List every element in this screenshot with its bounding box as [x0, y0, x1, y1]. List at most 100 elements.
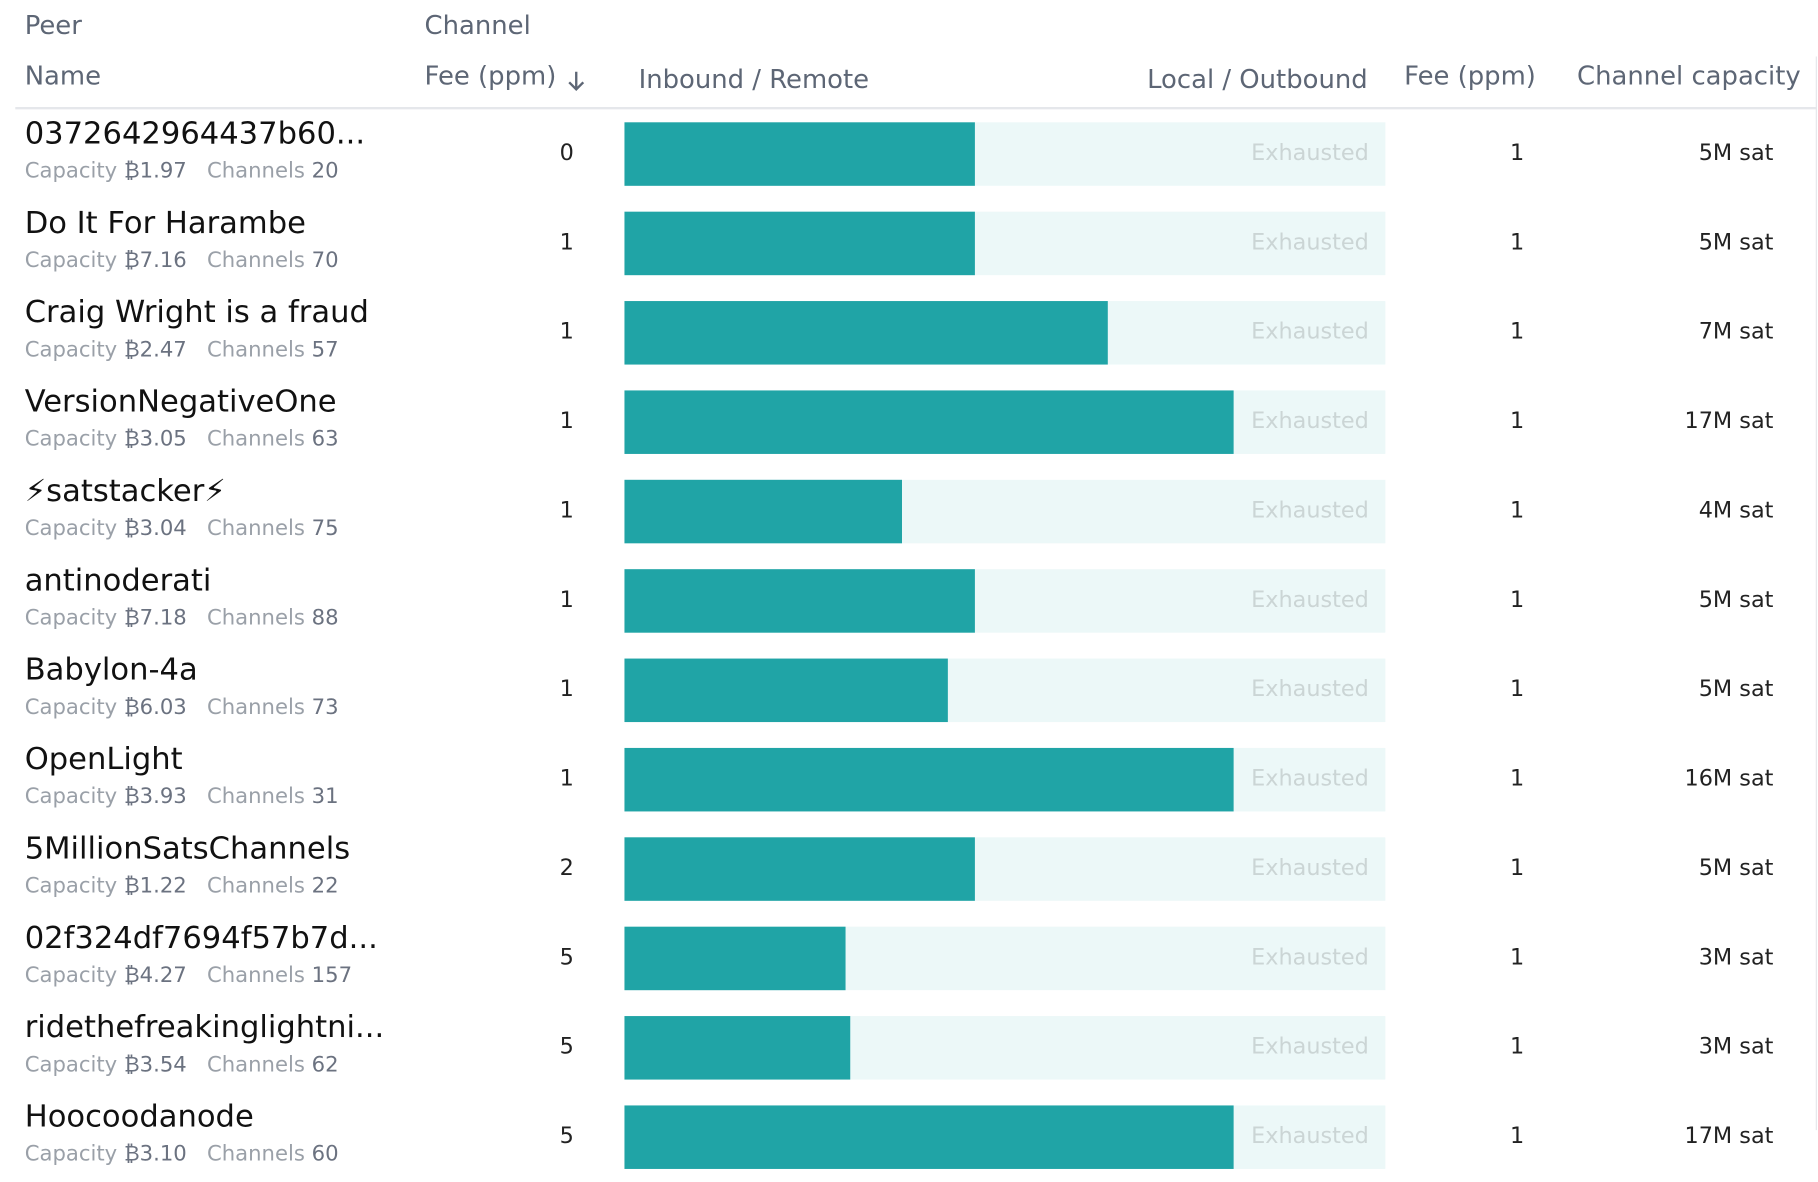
row[interactable]: Hoocoodanode Capacity ₿3.10 Channels 60 5 E… — [0, 1093, 1818, 1182]
inbound-bar — [624, 747, 1234, 812]
peer-name: 02f324df7694f57b7d... — [24, 920, 378, 957]
fee: 1 — [559, 229, 574, 256]
header: Peer — [24, 11, 82, 42]
peer-table: Peer Name Channel Fee (ppm) Inbound / Re… — [0, 11, 1818, 1169]
remote-fee: 1 — [1509, 408, 1525, 434]
row[interactable]: 02f324df7694f57b7d... Capacity ₿4.27 Chan… — [0, 914, 1818, 1003]
peer-name: 5MillionSatsChannels — [24, 831, 351, 867]
inbound-bar — [624, 1105, 1234, 1169]
fee: 0 — [559, 139, 574, 166]
fee: 1 — [559, 318, 574, 345]
header[interactable]: Fee (ppm) — [1404, 62, 1536, 92]
remote-fee: 1 — [1509, 497, 1525, 524]
row[interactable]: Babylon-4a Capacity ₿6.03 Channels 73 1 Exh… — [0, 646, 1818, 735]
stat: 31 — [311, 784, 339, 810]
stat: Capacity — [24, 426, 118, 452]
header[interactable]: Local / Outbound — [1147, 65, 1368, 96]
channel-capacity: 5M sat — [1698, 854, 1774, 881]
row[interactable]: Craig Wright is a fraud Capacity ₿2.47 Ch… — [0, 288, 1818, 377]
peer-stats: Capacity ₿3.93 Channels 31 — [25, 784, 339, 809]
stat: Channels — [206, 1141, 305, 1167]
row[interactable]: Do It For Harambe Capacity ₿7.16 Channels… — [0, 199, 1818, 288]
channel-capacity: 4M sat — [1698, 497, 1774, 524]
remote-fee: 1 — [1509, 854, 1525, 881]
peer-name: Hoocoodanode — [24, 1099, 254, 1135]
stat: ₿3.05 — [123, 426, 187, 452]
inbound-bar — [624, 122, 975, 186]
peer-name: VersionNegativeOne — [24, 384, 337, 420]
row[interactable]: antinoderati Capacity ₿7.18 Channels 88 1 E… — [0, 556, 1818, 645]
peer-name: Craig Wright is a fraud — [24, 295, 369, 331]
stat: Capacity — [24, 695, 118, 720]
peer-stats: Capacity ₿2.47 Channels 57 — [25, 338, 339, 363]
channel-capacity: 5M sat — [1698, 229, 1774, 256]
sort-arrow[interactable] — [566, 69, 587, 93]
peer-stats: Capacity ₿7.18 Channels 88 — [25, 606, 339, 631]
row[interactable]: 0372642964437b60... Capacity ₿1.97 Channe… — [0, 109, 1818, 198]
header[interactable]: Name — [24, 62, 102, 92]
stat: 88 — [311, 605, 339, 631]
stat: Capacity — [24, 1141, 118, 1167]
outbound-status: Exhausted — [1251, 229, 1369, 256]
inbound-bar — [624, 837, 975, 901]
stat: ₿3.93 — [123, 784, 187, 810]
peer-name: ridethefreakinglightni... — [24, 1010, 385, 1046]
remote-fee: 1 — [1509, 318, 1525, 345]
peer-stats: Capacity ₿4.27 Channels 157 — [25, 963, 352, 988]
stat: Capacity — [24, 605, 118, 631]
stat: ₿1.97 — [123, 158, 187, 184]
outbound-status: Exhausted — [1251, 1033, 1369, 1060]
stat: 157 — [311, 963, 353, 988]
stat: ₿7.16 — [123, 248, 187, 273]
stat: Channels — [206, 873, 305, 899]
outbound-status: Exhausted — [1251, 497, 1369, 524]
stat: 22 — [311, 873, 339, 899]
header[interactable]: Fee (ppm) — [424, 62, 557, 92]
row[interactable]: ridethefreakinglightni... Capacity ₿3.54 … — [0, 1003, 1818, 1092]
stat: ₿6.03 — [123, 695, 187, 720]
row[interactable]: 5MillionSatsChannels Capacity ₿1.22 Chann… — [0, 824, 1818, 913]
stat: Capacity — [24, 248, 118, 273]
remote-fee: 1 — [1509, 229, 1525, 256]
remote-fee: 1 — [1509, 676, 1525, 703]
stat: 60 — [311, 1141, 339, 1167]
inbound-bar — [624, 926, 846, 991]
peer-name: OpenLight — [24, 742, 183, 778]
stat: Channels — [206, 248, 305, 273]
remote-fee: 1 — [1509, 944, 1525, 971]
stat: ₿3.10 — [123, 1141, 187, 1167]
stat: 75 — [311, 516, 339, 541]
row[interactable]: OpenLight Capacity ₿3.93 Channels 31 1 Exha… — [0, 735, 1818, 824]
inbound-bar — [624, 479, 903, 544]
header[interactable]: Channel capacity — [1577, 62, 1801, 92]
outbound-status: Exhausted — [1251, 139, 1369, 166]
stat: Capacity — [24, 158, 118, 184]
channel-capacity: 3M sat — [1698, 944, 1774, 971]
stat: ₿3.04 — [123, 516, 187, 541]
peer-stats: Capacity ₿3.05 Channels 63 — [25, 427, 339, 452]
row[interactable]: VersionNegativeOne Capacity ₿3.05 Channel… — [0, 377, 1818, 466]
stat: ₿7.18 — [123, 605, 187, 631]
fee: 5 — [559, 944, 574, 971]
inbound-bar — [624, 569, 975, 633]
header[interactable]: Inbound / Remote — [638, 65, 870, 96]
peer-stats: Capacity ₿3.54 Channels 62 — [25, 1053, 339, 1078]
stat: Channels — [206, 963, 305, 988]
peer-name: Babylon-4a — [24, 652, 198, 688]
fee: 1 — [559, 497, 574, 524]
peer-name: antinoderati — [24, 563, 212, 599]
stat: Capacity — [24, 963, 118, 988]
stat: 62 — [311, 1052, 339, 1078]
row[interactable]: ⚡satstacker⚡ Capacity ₿3.04 Channels 75 1 E… — [0, 467, 1818, 556]
fee: 1 — [559, 408, 574, 434]
inbound-bar — [624, 211, 975, 276]
peer-name: Do It For Harambe — [24, 205, 306, 242]
stat: ₿2.47 — [123, 337, 187, 363]
stat: 73 — [311, 695, 339, 720]
channel-capacity: 5M sat — [1698, 139, 1774, 166]
peer-stats: Capacity ₿3.10 Channels 60 — [25, 1142, 339, 1167]
channel-capacity: 5M sat — [1698, 676, 1774, 703]
stat: Capacity — [24, 784, 118, 810]
peer-stats: Capacity ₿7.16 Channels 70 — [25, 248, 339, 273]
outbound-status: Exhausted — [1251, 1123, 1369, 1149]
